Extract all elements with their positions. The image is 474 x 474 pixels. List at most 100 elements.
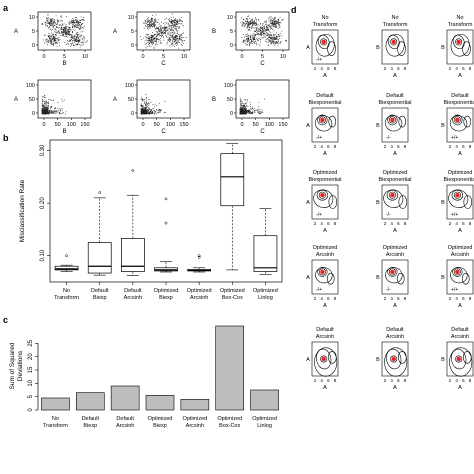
scatter-point xyxy=(148,40,150,42)
scatter-point xyxy=(273,42,274,44)
scatter-point xyxy=(171,21,172,23)
scatter-point xyxy=(80,19,82,21)
scatter-point xyxy=(169,28,171,30)
contour-x-axis-label: A xyxy=(323,73,327,79)
scatter-point xyxy=(274,37,276,39)
scatter-point xyxy=(273,41,275,43)
scatter-point xyxy=(68,28,70,30)
scatter-point xyxy=(166,35,167,37)
scatter-point xyxy=(147,24,149,26)
scatter-point xyxy=(170,26,172,28)
scatter-point xyxy=(170,20,172,22)
scatter-point xyxy=(149,113,151,115)
scatter-point xyxy=(267,25,269,27)
contour-x-tick-label: 8 xyxy=(404,378,407,383)
contour-title-line: Biexponential xyxy=(378,177,411,183)
scatter-point xyxy=(54,34,56,36)
scatter-point xyxy=(284,40,286,41)
scatter-point xyxy=(171,43,173,45)
contour-x-tick-label: 2 xyxy=(384,144,387,149)
scatter-point xyxy=(173,40,175,42)
scatter-point xyxy=(158,33,159,35)
scatter-point xyxy=(76,43,78,45)
scatter-point xyxy=(140,103,142,105)
scatter-point xyxy=(268,36,270,38)
y-axis-label-line1: Sum of Squared xyxy=(9,342,16,389)
scatter-point xyxy=(49,41,51,43)
y-axis-label-line2: Deviations xyxy=(17,350,24,381)
scatter-point xyxy=(75,38,77,40)
scatter-point xyxy=(175,23,177,25)
scatter-point xyxy=(278,33,280,35)
scatter-points xyxy=(140,13,187,49)
scatter-point xyxy=(155,20,157,22)
scatter-point xyxy=(62,34,64,35)
scatter-point xyxy=(156,38,158,40)
scatter-point xyxy=(277,27,279,29)
y-tick-label: 0 xyxy=(230,111,233,117)
scatter-point xyxy=(167,25,169,27)
y-axis-label: B xyxy=(212,29,216,35)
contour-x-tick-label: 2 xyxy=(384,221,387,226)
scatter-point xyxy=(149,40,151,42)
scatter-point xyxy=(72,22,74,24)
scatter-point xyxy=(67,33,69,35)
scatter-point xyxy=(149,36,151,38)
scatter-point xyxy=(257,31,259,32)
scatter-point xyxy=(275,36,277,38)
contour-frame xyxy=(446,259,474,295)
scatter-point xyxy=(47,107,49,109)
scatter-point xyxy=(156,39,157,41)
scatter-point xyxy=(269,36,271,38)
scatter-point xyxy=(65,30,67,32)
scatter-point xyxy=(47,104,49,106)
scatter-point xyxy=(174,24,176,26)
scatter-point xyxy=(57,19,59,21)
scatter-point xyxy=(156,31,158,33)
scatter-point xyxy=(254,33,256,35)
scatter-point xyxy=(242,109,244,111)
contour-y-axis-label: A xyxy=(306,357,310,363)
scatter-point xyxy=(244,39,246,41)
scatter-point xyxy=(61,32,63,34)
scatter-point xyxy=(148,112,150,113)
quadrant-sign: +/+ xyxy=(451,287,458,293)
scatter-point xyxy=(74,44,76,46)
scatter-point xyxy=(73,28,75,30)
scatter-point xyxy=(254,23,256,25)
contour-y-axis-label: B xyxy=(441,45,445,51)
scatter-point xyxy=(257,33,259,35)
scatter-point xyxy=(248,22,250,23)
scatter-point xyxy=(47,22,49,24)
scatter-point xyxy=(48,110,50,112)
scatter-point xyxy=(275,41,277,43)
scatter-point xyxy=(151,20,153,21)
scatter-point xyxy=(286,40,287,42)
scatter-point xyxy=(160,31,162,33)
contour-ellipse xyxy=(387,267,398,277)
scatter-point xyxy=(67,30,69,32)
scatter-point xyxy=(85,41,87,43)
x-axis-label: C xyxy=(260,61,265,67)
scatter-point xyxy=(45,109,47,111)
scatter-point xyxy=(79,35,81,37)
contour-x-tick-label: 4 xyxy=(390,378,393,383)
scatter-point xyxy=(242,113,244,115)
contour-x-tick-label: 4 xyxy=(455,296,458,301)
scatter-point xyxy=(255,24,257,26)
scatter-point xyxy=(44,110,45,112)
scatter-point xyxy=(244,25,246,27)
scatter-point xyxy=(268,34,270,36)
scatter-point xyxy=(172,16,174,18)
scatter-point xyxy=(66,40,68,41)
y-tick-label: 5 xyxy=(230,29,233,35)
x-tick-label: Transform xyxy=(54,295,79,301)
scatter-point xyxy=(141,38,143,40)
contour-x-axis-label: A xyxy=(323,228,327,234)
scatter-point xyxy=(175,39,176,41)
scatter-point xyxy=(59,45,61,47)
scatter-point xyxy=(277,40,279,42)
scatter-point xyxy=(152,21,154,23)
scatter-point xyxy=(174,38,176,40)
scatter-point xyxy=(252,39,254,41)
